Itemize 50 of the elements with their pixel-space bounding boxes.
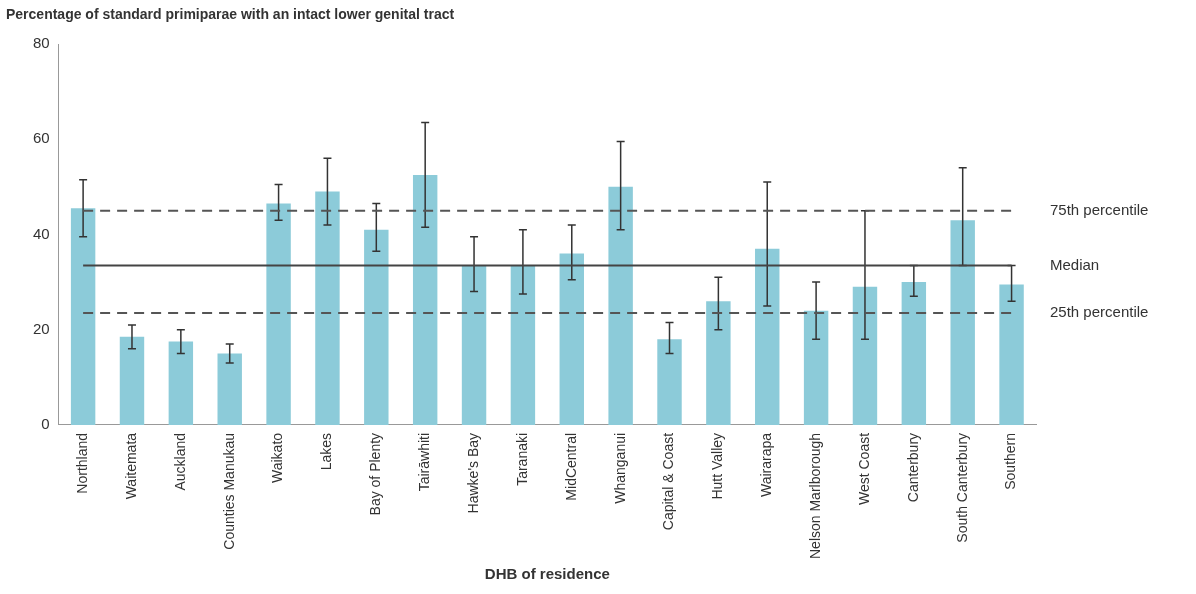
bar <box>901 282 927 425</box>
bar <box>217 353 242 425</box>
x-tick-label: Auckland <box>171 432 188 491</box>
x-tick-label: Hutt Valley <box>709 432 726 500</box>
bar <box>119 336 145 425</box>
ref-line-label: Median <box>1050 255 1100 273</box>
bar <box>657 339 682 425</box>
x-tick-label: Canterbury <box>904 432 921 503</box>
y-tick-label: 80 <box>33 34 50 52</box>
bar <box>364 229 389 425</box>
bar <box>852 286 878 425</box>
y-tick-label: 20 <box>33 319 50 337</box>
x-tick-label: Waikato <box>269 432 286 483</box>
bar <box>412 174 438 425</box>
bar <box>803 310 829 425</box>
y-tick-label: 40 <box>33 224 50 242</box>
x-tick-label: Waitemata <box>122 432 139 500</box>
x-tick-label: Southern <box>1002 432 1019 490</box>
bar <box>461 265 487 425</box>
x-tick-label: West Coast <box>855 432 872 506</box>
x-tick-label: Lakes <box>318 432 335 471</box>
x-tick-label: Bay of Plenty <box>367 432 384 516</box>
bar <box>559 253 584 425</box>
x-tick-label: Tairāwhiti <box>416 432 433 492</box>
y-tick-label: 60 <box>33 129 50 147</box>
bar <box>755 248 780 425</box>
bar <box>168 341 194 425</box>
ref-line-label: 25th percentile <box>1050 303 1149 321</box>
bar <box>608 186 633 425</box>
bar <box>706 301 731 425</box>
x-tick-label: Taranaki <box>513 432 530 486</box>
x-tick-label: South Canterbury <box>953 432 970 543</box>
x-tick-label: Capital & Coast <box>660 432 677 531</box>
bar <box>510 265 536 425</box>
ref-line-label: 75th percentile <box>1050 200 1149 218</box>
x-tick-label: Wairarapa <box>758 432 775 497</box>
x-tick-label: Northland <box>73 432 90 494</box>
x-tick-label: MidCentral <box>562 432 579 501</box>
x-tick-label: Whanganui <box>611 432 628 504</box>
x-axis-title: DHB of residence <box>484 565 610 583</box>
bar <box>999 284 1024 425</box>
bar <box>70 208 96 425</box>
bar <box>315 191 340 425</box>
y-tick-label: 0 <box>41 415 50 433</box>
x-tick-label: Counties Manukau <box>220 432 237 550</box>
x-tick-label: Nelson Marlborough <box>806 432 823 560</box>
x-tick-label: Hawke's Bay <box>464 432 481 514</box>
chart-title: Percentage of standard primiparae with an intact lower genital tract <box>6 6 455 22</box>
bar <box>266 203 291 425</box>
bar <box>950 220 975 425</box>
